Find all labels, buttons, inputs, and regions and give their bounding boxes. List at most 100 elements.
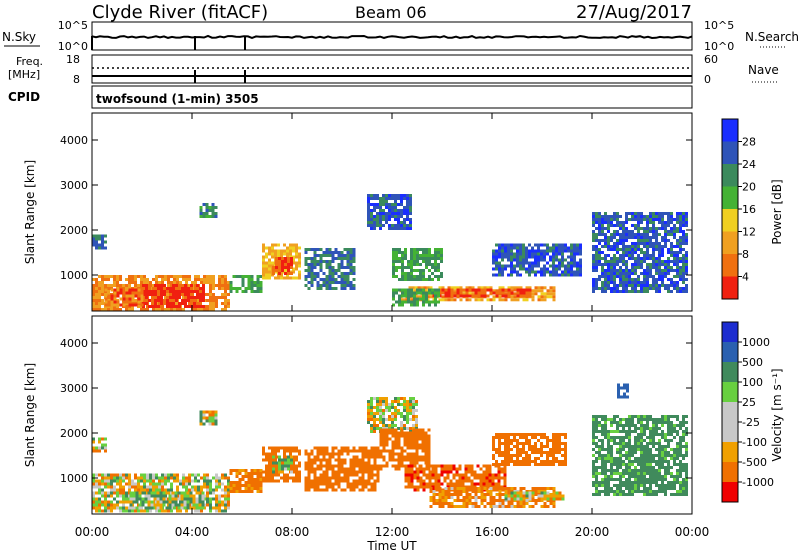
cell <box>670 227 673 230</box>
cell <box>212 305 215 308</box>
cell <box>601 266 604 269</box>
cell <box>679 230 682 233</box>
cell <box>658 290 661 293</box>
cell <box>271 458 274 462</box>
cell <box>522 487 526 490</box>
cell <box>183 503 187 507</box>
cell <box>272 467 275 471</box>
cell <box>601 233 604 236</box>
cell <box>531 298 535 302</box>
cell <box>119 482 122 486</box>
cell <box>427 446 431 450</box>
cell <box>477 496 481 499</box>
cell <box>268 261 271 265</box>
cell <box>498 451 501 454</box>
cell <box>486 502 490 505</box>
cell <box>637 263 640 266</box>
cell <box>192 503 196 507</box>
cell <box>101 293 104 296</box>
cell <box>119 275 122 278</box>
cell <box>215 482 218 486</box>
cell <box>191 488 194 492</box>
cell <box>552 286 556 290</box>
cell <box>340 284 344 287</box>
cell <box>661 263 664 266</box>
cell <box>394 224 397 227</box>
cell <box>284 272 287 275</box>
cell <box>429 499 433 502</box>
cell <box>480 487 484 490</box>
cell <box>631 212 634 215</box>
cell <box>543 255 546 259</box>
cell <box>143 482 146 486</box>
cell <box>465 487 469 490</box>
cell <box>498 445 501 448</box>
cell <box>125 305 128 308</box>
cell <box>370 430 373 433</box>
cell <box>376 446 380 450</box>
cell <box>391 421 394 424</box>
cell <box>180 506 184 510</box>
cell <box>256 284 260 287</box>
cell <box>189 494 193 498</box>
cell <box>247 287 251 290</box>
cell <box>425 266 428 269</box>
cell <box>307 455 311 459</box>
cell <box>292 261 295 265</box>
cell <box>561 261 564 265</box>
cell <box>432 499 436 502</box>
cell <box>349 263 353 266</box>
cell <box>522 494 526 498</box>
cell <box>619 233 622 236</box>
cell <box>667 239 670 242</box>
cell <box>679 269 682 272</box>
cell <box>256 490 260 493</box>
cell <box>407 291 410 295</box>
cell <box>604 421 607 424</box>
cell <box>319 482 323 486</box>
cell <box>610 463 613 466</box>
cell <box>173 308 176 311</box>
cell <box>471 502 475 505</box>
cell <box>640 263 643 266</box>
cell <box>113 488 116 492</box>
cell <box>410 275 413 278</box>
cell <box>564 463 567 466</box>
cell <box>316 254 320 257</box>
cell <box>95 281 98 284</box>
cell <box>646 239 649 242</box>
cell <box>271 449 274 453</box>
cell <box>298 270 301 274</box>
cell <box>513 491 517 495</box>
cell <box>298 261 301 265</box>
cell <box>413 464 417 468</box>
cell <box>101 299 104 302</box>
cell <box>328 275 332 278</box>
cell <box>425 473 429 477</box>
cell <box>482 482 486 486</box>
cell <box>634 212 637 215</box>
cell <box>289 276 292 280</box>
cell <box>199 290 202 293</box>
cell <box>410 257 413 260</box>
cell <box>187 293 190 296</box>
cell <box>403 458 407 462</box>
cell <box>610 221 613 224</box>
cell <box>154 296 157 299</box>
cell <box>412 431 416 435</box>
cell <box>398 303 401 307</box>
cell <box>113 281 116 284</box>
cell <box>406 427 409 430</box>
cell <box>546 246 549 250</box>
cell <box>610 460 613 463</box>
cell <box>643 239 646 242</box>
cell <box>489 487 493 490</box>
cell <box>292 246 295 250</box>
cell <box>492 505 496 508</box>
cell <box>116 476 119 480</box>
cell <box>403 400 406 403</box>
cell <box>145 296 148 299</box>
cell <box>682 215 685 218</box>
cell <box>616 260 619 263</box>
cell <box>256 472 260 475</box>
